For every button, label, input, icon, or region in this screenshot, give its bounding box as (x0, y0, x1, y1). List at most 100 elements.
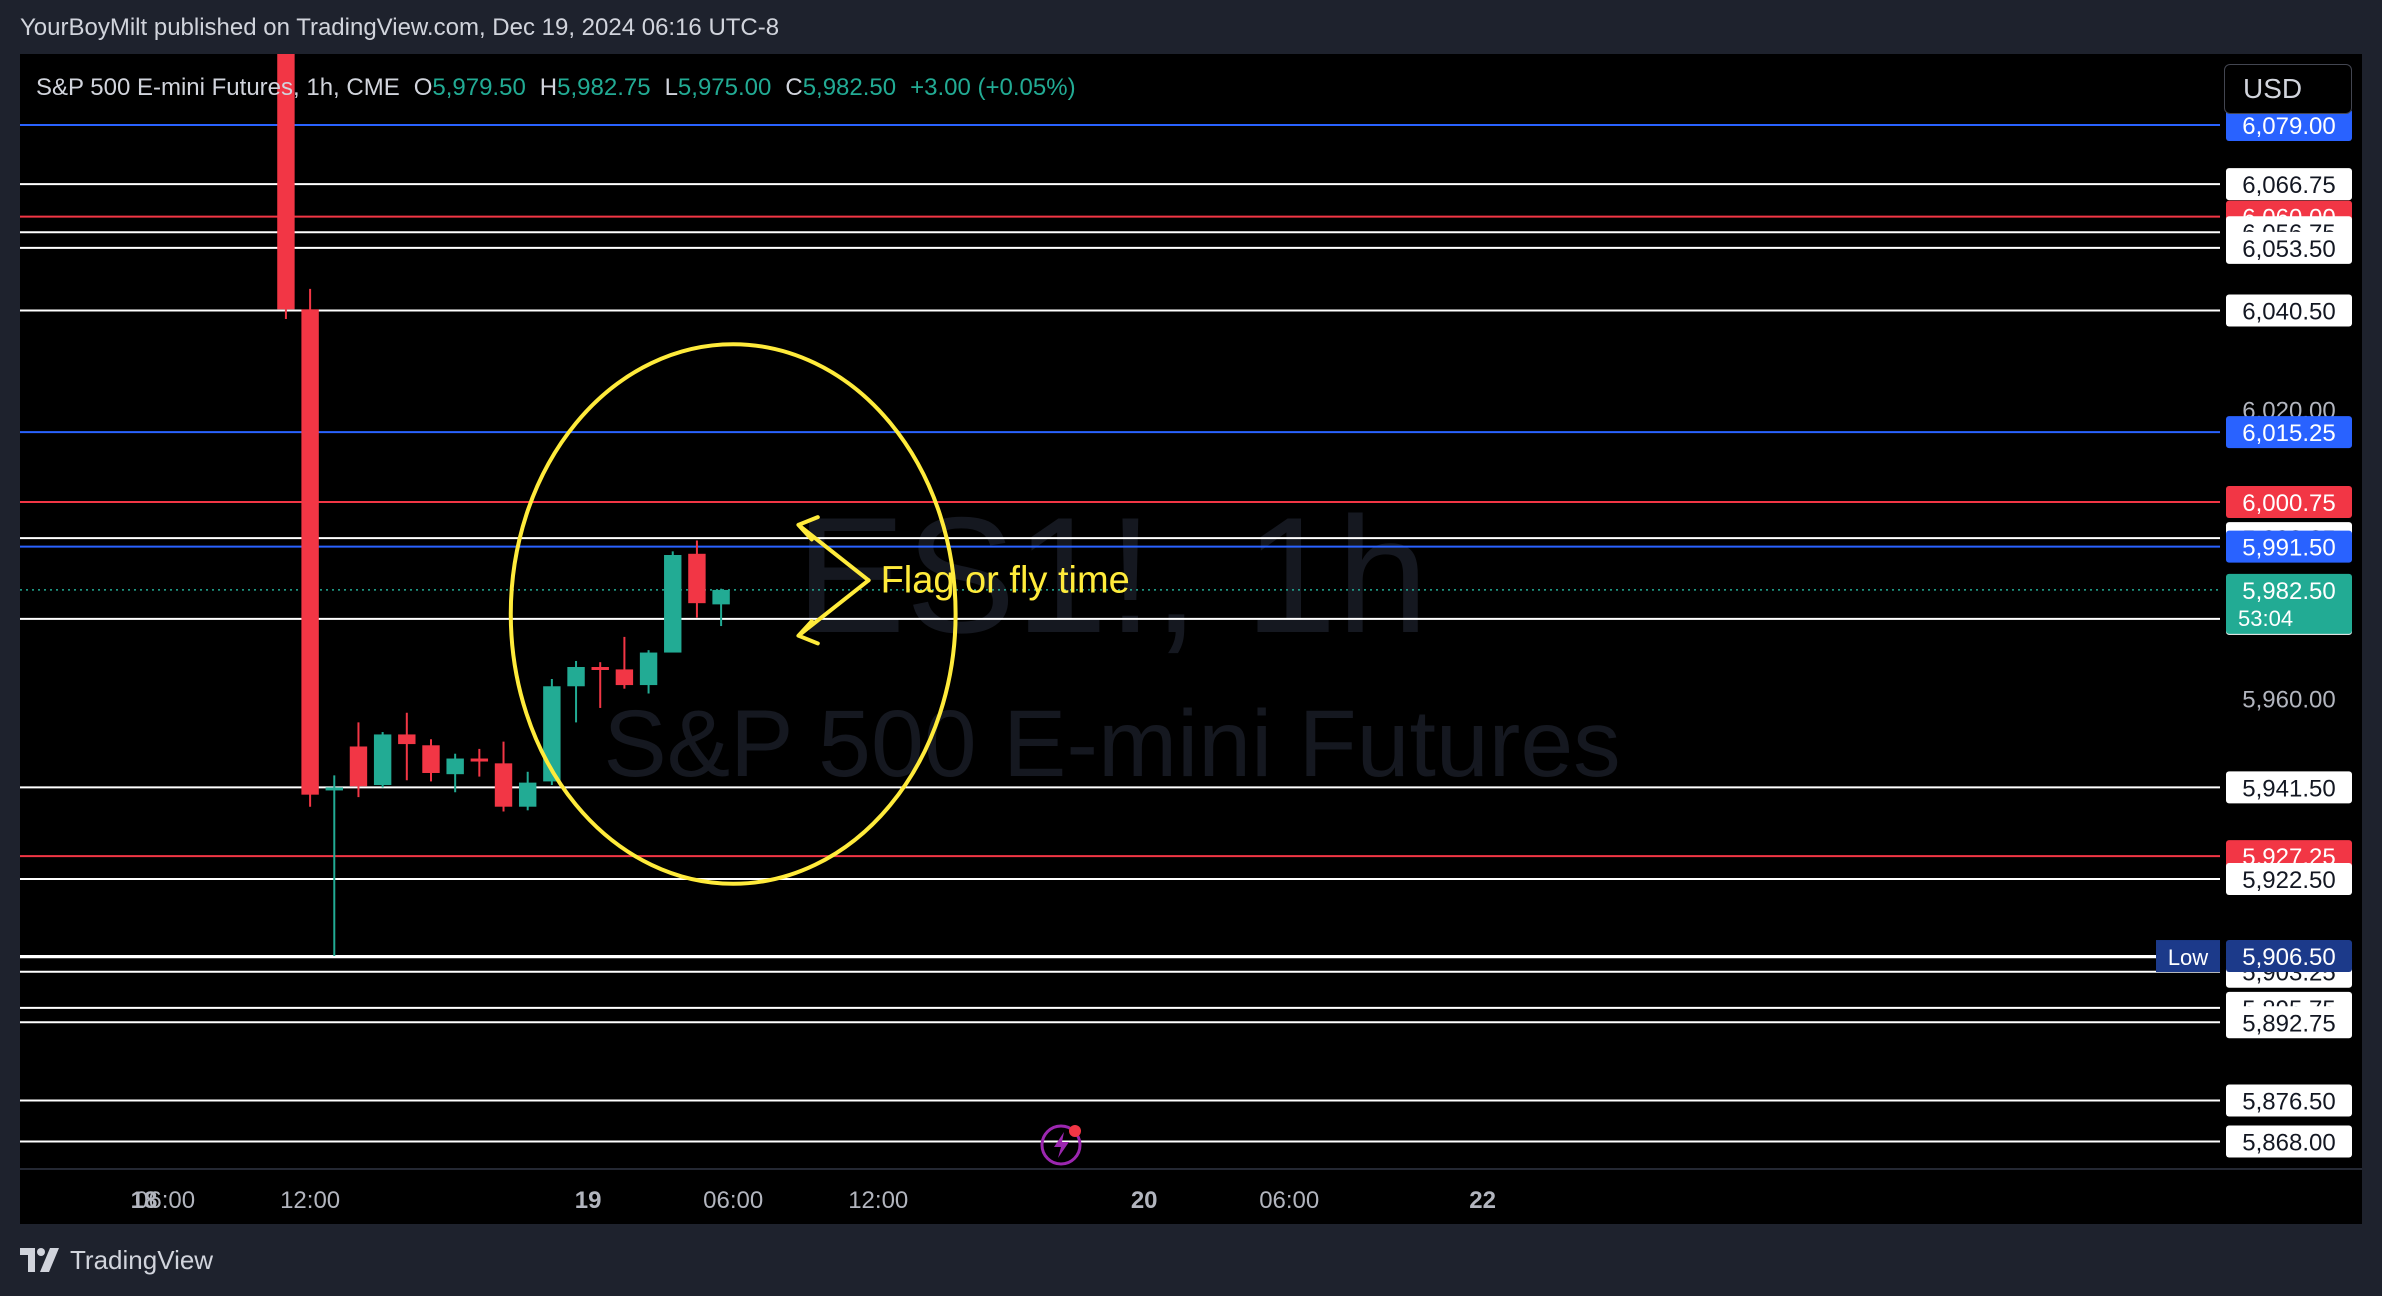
time-tick-label-2: 12:00 (280, 1187, 340, 1214)
candle-body (349, 746, 368, 787)
candle-2 (325, 775, 343, 957)
price-level-label-1: 6,066.75 (2226, 168, 2352, 201)
price-level-label-18: 5,876.50 (2226, 1084, 2352, 1117)
candle-16 (664, 551, 682, 653)
price-level-label-6-text: 6,015.25 (2242, 420, 2335, 447)
legend-symbol[interactable]: S&P 500 E-mini Futures, 1h, CME (36, 74, 400, 101)
last-price-label-text: 5,982.50 (2242, 578, 2335, 605)
legend-high-label: H (539, 74, 558, 101)
candle-body (712, 589, 730, 605)
price-level-label-0-text: 6,079.00 (2242, 113, 2335, 140)
candle-13 (591, 662, 609, 708)
session-low-price-label-text: 5,906.50 (2242, 944, 2335, 971)
price-level-label-11: 5,941.50 (2226, 771, 2352, 804)
legend-open-label: O (413, 74, 433, 101)
price-axis[interactable]: 6,020.005,960.006,079.006,066.756,060.00… (2156, 109, 2352, 1158)
annotation-text: Flag or fly time (881, 559, 1130, 601)
price-level-label-9: 5,991.50 (2226, 530, 2352, 563)
candle-1 (301, 288, 319, 807)
price-level-label-1-text: 6,066.75 (2242, 172, 2335, 199)
candle-body (615, 669, 634, 686)
session-low-tag-bg (2156, 940, 2220, 973)
candle-5 (398, 712, 416, 781)
candle-body (494, 763, 513, 807)
price-level-label-7-text: 6,000.75 (2242, 490, 2335, 517)
price-level-label-6-bg (2226, 416, 2352, 449)
price-chart[interactable]: ES1!, 1h S&P 500 E-mini Futures Flag or … (0, 0, 2382, 1240)
price-level-label-7: 6,000.75 (2226, 486, 2352, 519)
candle-4 (373, 732, 392, 788)
candle-body (446, 758, 464, 775)
candles-layer (277, 54, 730, 957)
price-level-label-13: 5,922.50 (2226, 862, 2352, 895)
price-level-label-17: 5,892.75 (2226, 1006, 2352, 1039)
price-level-label-13-bg (2226, 862, 2352, 895)
candle-3 (349, 722, 368, 798)
price-level-label-18-bg (2226, 1084, 2352, 1117)
price-level-label-4-text: 6,053.50 (2242, 236, 2335, 263)
legend-low-value: 5,975.00 (677, 74, 772, 101)
annotation-circle (508, 342, 958, 886)
tradingview-logo-icon (20, 1248, 59, 1272)
price-level-label-11-bg (2226, 771, 2352, 804)
time-tick-label-6: 20 (1131, 1187, 1158, 1214)
tradingview-brand-text: TradingView (70, 1244, 214, 1275)
session-low-price-label: 5,906.50 (2226, 940, 2352, 973)
annotation-layer: Flag or fly time (508, 342, 1130, 886)
price-level-label-7-bg (2226, 486, 2352, 519)
candle-body (664, 554, 682, 653)
lightning-bolt-icon[interactable] (1040, 1122, 1084, 1166)
time-tick-label-8: 22 (1469, 1187, 1496, 1214)
currency-button[interactable]: USD (2224, 64, 2352, 114)
candle-7 (446, 753, 464, 793)
legend-open-value: 5,979.50 (432, 74, 526, 101)
price-level-label-9-bg (2226, 530, 2352, 563)
price-level-label-5-bg (2226, 294, 2352, 327)
candle-body (518, 782, 537, 807)
watermark-ticker: ES1!, 1h (796, 483, 1429, 667)
watermark-name: S&P 500 E-mini Futures (603, 691, 1620, 797)
legend-change: +3.00 (+0.05%) (910, 74, 1076, 101)
legend-high-value: 5,982.75 (557, 74, 651, 101)
candle-18 (712, 588, 730, 627)
session-low-tag-text: Low (2168, 945, 2208, 970)
price-level-label-0-bg (2226, 109, 2352, 142)
last-price-label-bg (2226, 573, 2352, 634)
candle-body (543, 686, 561, 782)
price-level-label-5-text: 6,040.50 (2242, 299, 2335, 326)
price-tick-label-1: 5,960.00 (2242, 686, 2335, 713)
annotation-arrow-down (796, 578, 871, 646)
candle-14 (615, 636, 634, 689)
candle-10 (518, 771, 537, 811)
candle-body (567, 667, 585, 687)
time-tick-label-4: 06:00 (703, 1187, 763, 1214)
candle-0 (277, 54, 295, 319)
price-level-label-19-bg (2226, 1125, 2352, 1158)
price-level-label-17-text: 5,892.75 (2242, 1010, 2335, 1037)
candle-body (591, 667, 609, 671)
candle-body (639, 652, 658, 686)
price-level-label-19-text: 5,868.00 (2242, 1130, 2335, 1157)
candle-body (325, 787, 343, 791)
levels-layer (20, 124, 2220, 1143)
time-tick-label-0: 18 (131, 1187, 158, 1214)
candle-15 (639, 650, 658, 694)
session-low-tag: Low (2156, 940, 2220, 973)
price-level-label-4-bg (2226, 231, 2352, 264)
time-tick-label-1: 06:00 (135, 1187, 195, 1214)
candle-body (301, 309, 319, 795)
price-level-label-5: 6,040.50 (2226, 294, 2352, 327)
candle-body (470, 758, 489, 762)
time-tick-label-5: 12:00 (848, 1187, 908, 1214)
time-tick-label-7: 06:00 (1259, 1187, 1319, 1214)
tradingview-footer[interactable]: TradingView (20, 1244, 213, 1276)
candle-body (398, 734, 416, 745)
legend-close-value: 5,982.50 (802, 74, 897, 101)
price-level-label-6: 6,015.25 (2226, 416, 2352, 449)
legend-close-label: C (785, 74, 803, 101)
chart-pane-background (20, 54, 2220, 1168)
price-level-label-11-text: 5,941.50 (2242, 775, 2335, 802)
candle-body (422, 745, 440, 773)
